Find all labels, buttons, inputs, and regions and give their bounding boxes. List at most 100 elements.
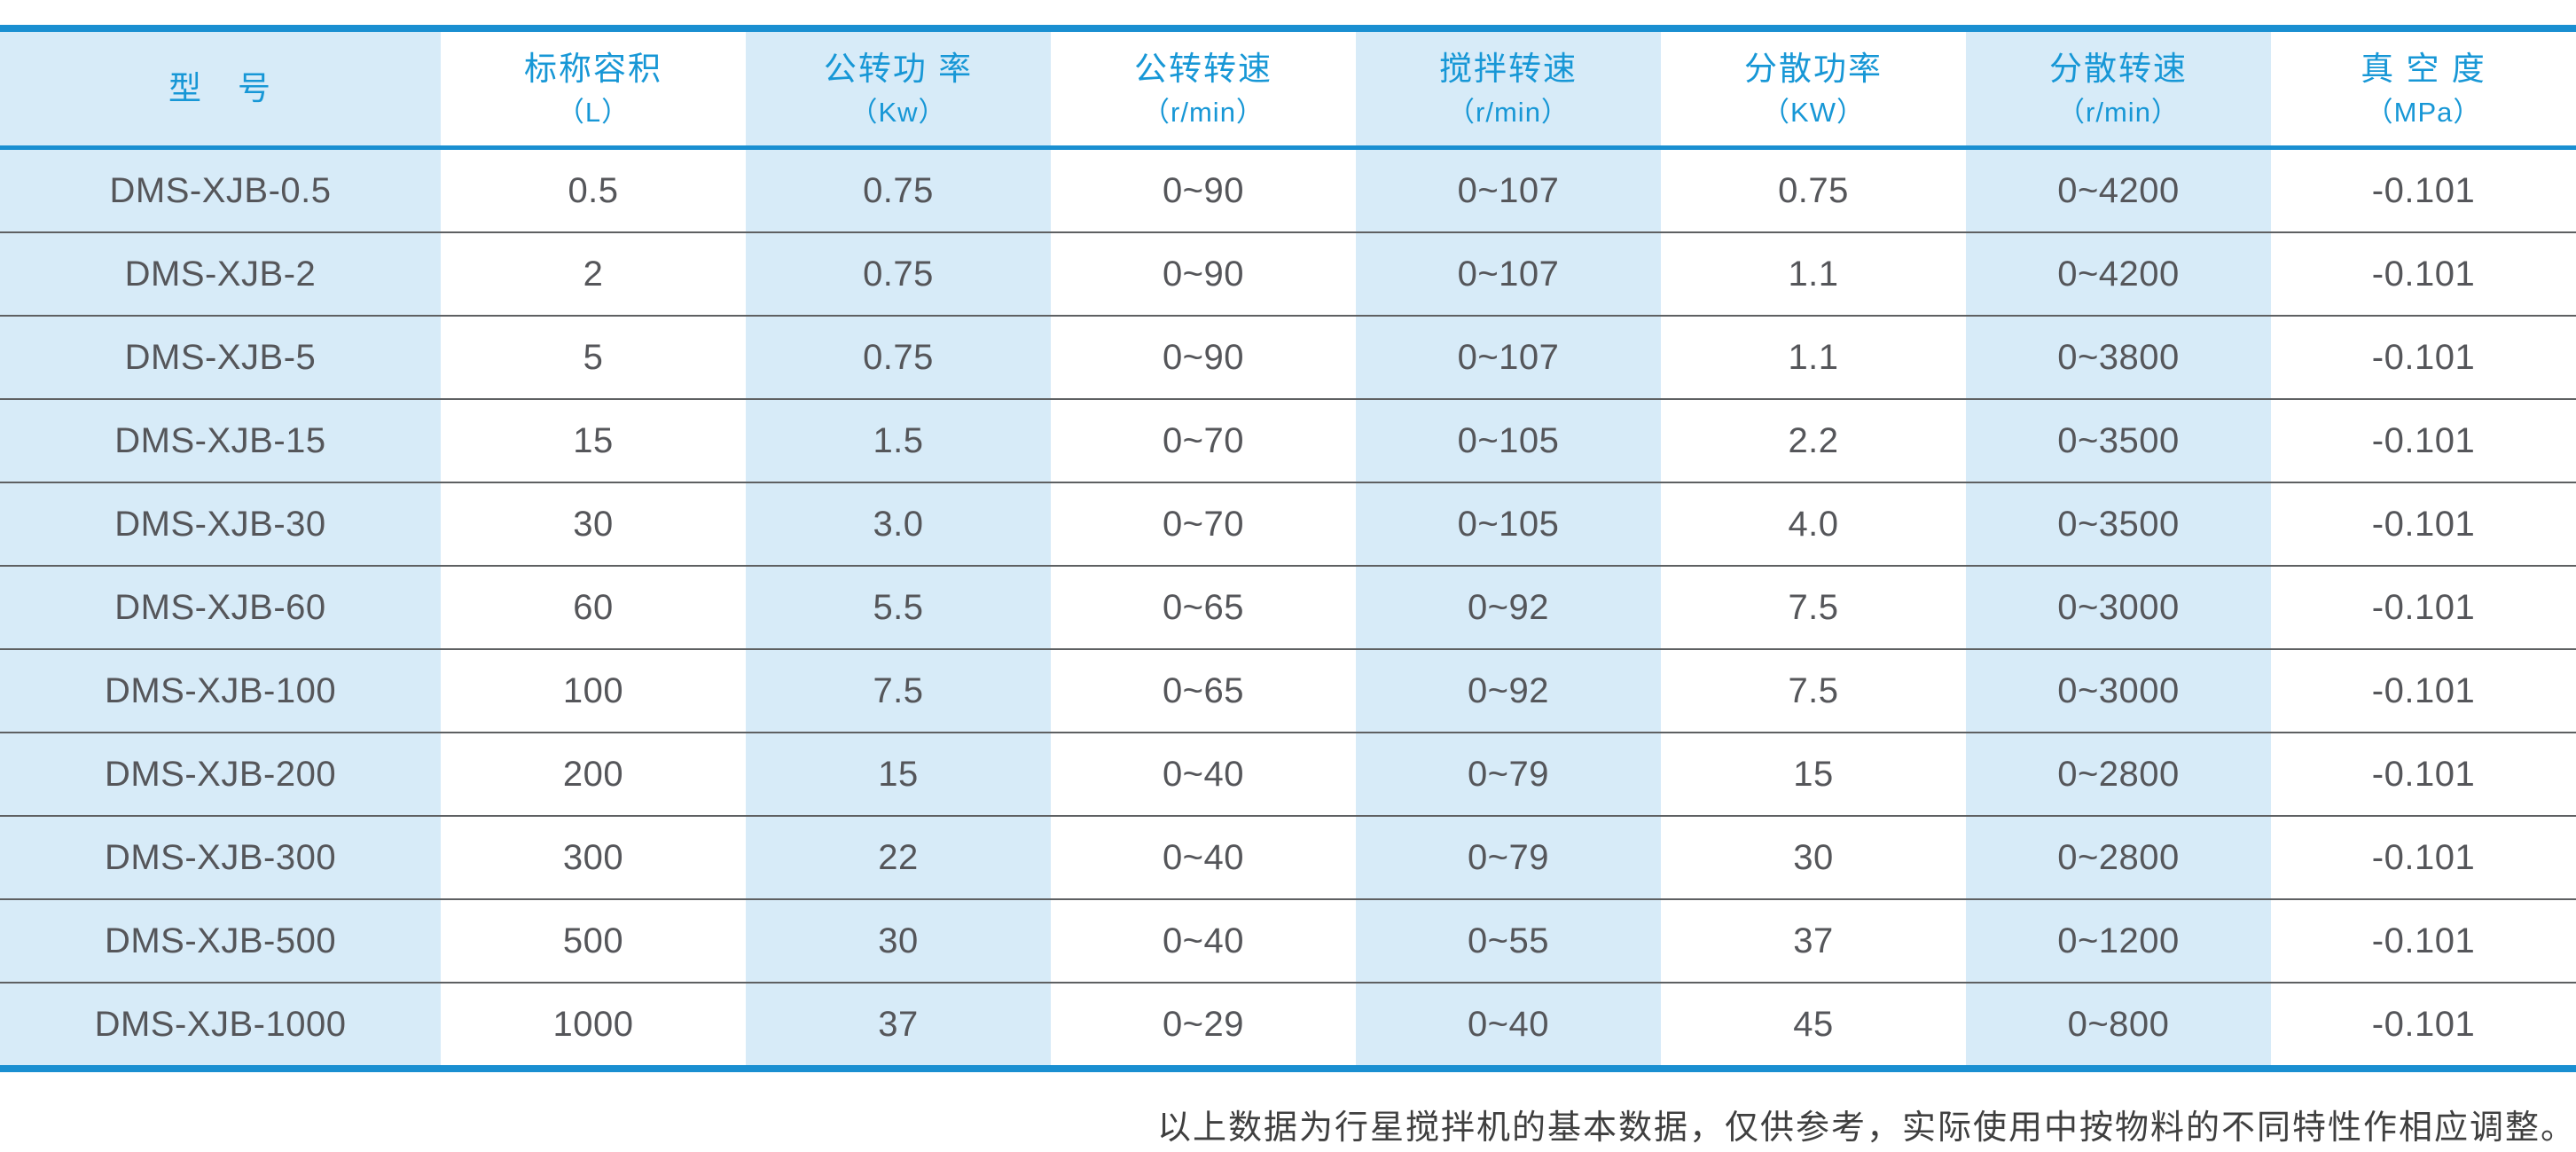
value-cell: 1000 xyxy=(441,984,746,1065)
value-cell: 0~40 xyxy=(1051,817,1356,898)
table-row: DMS-XJB-30 30 3.0 0~70 0~105 4.0 0~3500 -0.101 xyxy=(0,482,2576,565)
header-label: 真 空 度 xyxy=(2361,51,2486,88)
header-stir-speed: 搅拌转速 （r/min） xyxy=(1356,32,1661,145)
value-cell: 7.5 xyxy=(746,650,1051,732)
value-cell: 0~2800 xyxy=(1966,733,2271,815)
value-cell: 15 xyxy=(1661,733,1966,815)
header-disperse-power: 分散功率 （KW） xyxy=(1661,32,1966,145)
value-cell: -0.101 xyxy=(2271,984,2576,1065)
header-unit: （KW） xyxy=(1762,96,1865,128)
value-cell: 0~2800 xyxy=(1966,817,2271,898)
header-vacuum-degree: 真 空 度 （MPa） xyxy=(2271,32,2576,145)
value-cell: 7.5 xyxy=(1661,650,1966,732)
table-body: DMS-XJB-0.5 0.5 0.75 0~90 0~107 0.75 0~4200 -0.… xyxy=(0,150,2576,1065)
value-cell: -0.101 xyxy=(2271,317,2576,398)
header-label: 分散功率 xyxy=(1744,51,1883,88)
value-cell: -0.101 xyxy=(2271,817,2576,898)
value-cell: 5 xyxy=(441,317,746,398)
header-unit: （L） xyxy=(556,96,630,128)
value-cell: 100 xyxy=(441,650,746,732)
value-cell: 0~65 xyxy=(1051,650,1356,732)
header-nominal-volume: 标称容积 （L） xyxy=(441,32,746,145)
value-cell: 0~800 xyxy=(1966,984,2271,1065)
value-cell: -0.101 xyxy=(2271,567,2576,648)
model-cell: DMS-XJB-60 xyxy=(0,567,441,648)
header-label: 分散转速 xyxy=(2049,51,2188,88)
value-cell: 0~105 xyxy=(1356,483,1661,565)
value-cell: 0.75 xyxy=(1661,150,1966,231)
value-cell: 0~79 xyxy=(1356,817,1661,898)
table-row: DMS-XJB-300 300 22 0~40 0~79 30 0~2800 -0.101 xyxy=(0,815,2576,898)
value-cell: 5.5 xyxy=(746,567,1051,648)
value-cell: 60 xyxy=(441,567,746,648)
header-label: 公转转速 xyxy=(1134,51,1272,88)
value-cell: 0.75 xyxy=(746,150,1051,231)
model-cell: DMS-XJB-500 xyxy=(0,900,441,982)
value-cell: 0~65 xyxy=(1051,567,1356,648)
model-cell: DMS-XJB-0.5 xyxy=(0,150,441,231)
model-cell: DMS-XJB-2 xyxy=(0,233,441,315)
table-row: DMS-XJB-2 2 0.75 0~90 0~107 1.1 0~4200 -0.101 xyxy=(0,231,2576,315)
model-cell: DMS-XJB-5 xyxy=(0,317,441,398)
table-row: DMS-XJB-100 100 7.5 0~65 0~92 7.5 0~3000 -0.101 xyxy=(0,648,2576,732)
planetary-mixer-spec-table: 型 号 标称容积 （L） 公转功 率 （Kw） 公转转速 （r/min） 搅拌转… xyxy=(0,25,2576,1072)
value-cell: 37 xyxy=(746,984,1051,1065)
value-cell: -0.101 xyxy=(2271,233,2576,315)
value-cell: 0~79 xyxy=(1356,733,1661,815)
value-cell: 30 xyxy=(1661,817,1966,898)
value-cell: 0~92 xyxy=(1356,650,1661,732)
value-cell: 0~3500 xyxy=(1966,400,2271,482)
value-cell: 0.5 xyxy=(441,150,746,231)
value-cell: 0~90 xyxy=(1051,233,1356,315)
header-unit: （r/min） xyxy=(1142,96,1265,128)
table-row: DMS-XJB-15 15 1.5 0~70 0~105 2.2 0~3500 -0.101 xyxy=(0,398,2576,482)
value-cell: 1.5 xyxy=(746,400,1051,482)
value-cell: 0~92 xyxy=(1356,567,1661,648)
table-row: DMS-XJB-500 500 30 0~40 0~55 37 0~1200 -0.101 xyxy=(0,898,2576,982)
value-cell: 0~29 xyxy=(1051,984,1356,1065)
header-unit: （Kw） xyxy=(850,96,947,128)
value-cell: 1.1 xyxy=(1661,233,1966,315)
table-header-row: 型 号 标称容积 （L） 公转功 率 （Kw） 公转转速 （r/min） 搅拌转… xyxy=(0,32,2576,150)
value-cell: 2 xyxy=(441,233,746,315)
model-cell: DMS-XJB-30 xyxy=(0,483,441,565)
value-cell: 30 xyxy=(441,483,746,565)
value-cell: 4.0 xyxy=(1661,483,1966,565)
value-cell: 7.5 xyxy=(1661,567,1966,648)
model-cell: DMS-XJB-100 xyxy=(0,650,441,732)
value-cell: 45 xyxy=(1661,984,1966,1065)
value-cell: 0~3000 xyxy=(1966,650,2271,732)
value-cell: 15 xyxy=(746,733,1051,815)
value-cell: 0~55 xyxy=(1356,900,1661,982)
header-label: 型 号 xyxy=(168,69,272,106)
model-cell: DMS-XJB-200 xyxy=(0,733,441,815)
header-unit: （r/min） xyxy=(2057,96,2180,128)
header-label: 搅拌转速 xyxy=(1439,51,1578,88)
value-cell: 0~40 xyxy=(1051,733,1356,815)
value-cell: 0~107 xyxy=(1356,150,1661,231)
model-cell: DMS-XJB-300 xyxy=(0,817,441,898)
value-cell: 37 xyxy=(1661,900,1966,982)
header-label: 标称容积 xyxy=(524,51,662,88)
value-cell: 0~3500 xyxy=(1966,483,2271,565)
value-cell: 0~90 xyxy=(1051,317,1356,398)
value-cell: 0~3800 xyxy=(1966,317,2271,398)
header-label: 公转功 率 xyxy=(823,51,974,88)
table-row: DMS-XJB-200 200 15 0~40 0~79 15 0~2800 -0.101 xyxy=(0,732,2576,815)
value-cell: -0.101 xyxy=(2271,150,2576,231)
value-cell: 1.1 xyxy=(1661,317,1966,398)
value-cell: 200 xyxy=(441,733,746,815)
value-cell: 0~4200 xyxy=(1966,150,2271,231)
value-cell: 0~107 xyxy=(1356,317,1661,398)
value-cell: 0~70 xyxy=(1051,483,1356,565)
header-unit: （MPa） xyxy=(2365,96,2482,128)
value-cell: -0.101 xyxy=(2271,900,2576,982)
value-cell: -0.101 xyxy=(2271,733,2576,815)
value-cell: -0.101 xyxy=(2271,400,2576,482)
header-disperse-speed: 分散转速 （r/min） xyxy=(1966,32,2271,145)
value-cell: 300 xyxy=(441,817,746,898)
value-cell: 0.75 xyxy=(746,233,1051,315)
value-cell: -0.101 xyxy=(2271,483,2576,565)
value-cell: 0~1200 xyxy=(1966,900,2271,982)
table-row: DMS-XJB-1000 1000 37 0~29 0~40 45 0~800 -0.101 xyxy=(0,982,2576,1065)
